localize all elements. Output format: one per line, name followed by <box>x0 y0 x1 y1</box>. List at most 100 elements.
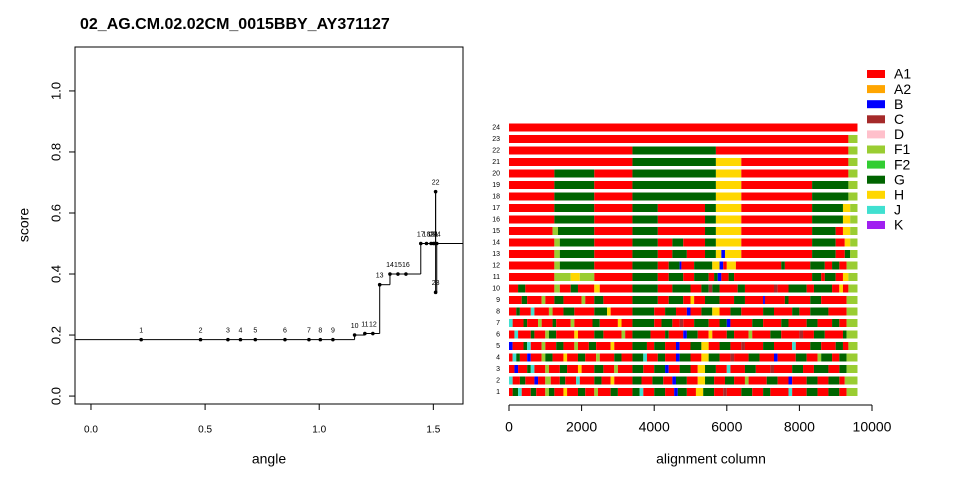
segment <box>594 273 633 281</box>
row-label: 1 <box>496 389 500 396</box>
segment <box>832 261 840 270</box>
segment <box>839 388 847 396</box>
segment <box>703 388 715 396</box>
segment <box>752 388 764 396</box>
segment <box>596 353 600 362</box>
segment <box>530 388 537 396</box>
segment <box>509 158 633 166</box>
segment <box>752 319 764 327</box>
segment <box>603 296 633 304</box>
segment <box>719 296 735 304</box>
segment <box>512 342 524 350</box>
segment <box>701 307 713 316</box>
segment <box>759 353 774 362</box>
segment <box>770 388 789 396</box>
segment <box>509 365 515 373</box>
segment <box>741 204 813 212</box>
segment <box>594 330 604 339</box>
segment <box>541 353 546 362</box>
segment <box>538 376 546 385</box>
segment <box>563 342 575 350</box>
point-label: 20 <box>429 231 437 238</box>
segment <box>654 365 666 373</box>
segment <box>697 330 709 339</box>
segment <box>781 319 789 327</box>
segment <box>844 376 858 385</box>
legend-label: J <box>894 202 901 218</box>
segment <box>570 319 575 327</box>
segment <box>741 192 813 201</box>
segment <box>632 181 716 189</box>
segment <box>610 388 618 396</box>
segment <box>567 365 578 373</box>
segment <box>639 388 644 396</box>
segment <box>708 319 720 327</box>
segment <box>509 123 858 132</box>
segment <box>715 169 742 178</box>
segment <box>812 192 849 201</box>
segment <box>817 376 829 385</box>
segment <box>509 238 555 247</box>
segment <box>665 388 675 396</box>
segment <box>748 353 760 362</box>
segment <box>512 388 519 396</box>
segment <box>577 342 589 350</box>
point-label: 4 <box>239 327 243 334</box>
segment <box>832 319 840 327</box>
segment <box>665 307 676 316</box>
segment <box>701 342 709 350</box>
segment <box>527 365 531 373</box>
point <box>404 272 408 276</box>
segment <box>523 342 528 350</box>
segment <box>842 284 849 293</box>
segment <box>764 296 785 304</box>
segment <box>556 319 571 327</box>
segment <box>594 388 598 396</box>
x-tick-label: 6000 <box>711 419 742 435</box>
segment <box>715 215 742 224</box>
segment <box>835 227 843 235</box>
point-label: 16 <box>402 262 410 269</box>
segment <box>672 250 687 258</box>
segment <box>632 296 658 304</box>
segment <box>545 353 553 362</box>
segment <box>735 261 782 270</box>
row-label: 21 <box>492 159 500 166</box>
segment <box>686 250 706 258</box>
segment <box>574 319 593 327</box>
segment <box>848 146 858 155</box>
segment <box>726 261 736 270</box>
segment <box>741 169 849 178</box>
segment <box>724 376 735 385</box>
segment <box>521 388 531 396</box>
segment <box>828 388 840 396</box>
segment <box>554 204 595 212</box>
plot-box <box>74 46 464 405</box>
segment <box>617 319 622 327</box>
segment <box>577 284 595 293</box>
segment <box>509 342 513 350</box>
segment <box>563 296 582 304</box>
segment <box>668 365 680 373</box>
segment <box>763 296 765 304</box>
segment <box>530 342 542 350</box>
legend-swatch <box>867 100 885 109</box>
segment <box>675 307 687 316</box>
segment <box>715 158 742 166</box>
segment <box>781 330 800 339</box>
segment <box>518 330 531 339</box>
x-tick-label: 0.0 <box>84 425 98 436</box>
point <box>307 337 311 342</box>
segment <box>715 192 742 201</box>
y-tick-label: 0.4 <box>48 265 63 283</box>
segment <box>690 353 702 362</box>
segment <box>697 376 706 385</box>
segment <box>708 330 713 339</box>
segment <box>509 181 555 189</box>
segment <box>690 307 702 316</box>
segment <box>610 342 615 350</box>
segment <box>632 376 642 385</box>
point <box>424 241 429 246</box>
segment <box>646 342 655 350</box>
segment <box>828 376 840 385</box>
